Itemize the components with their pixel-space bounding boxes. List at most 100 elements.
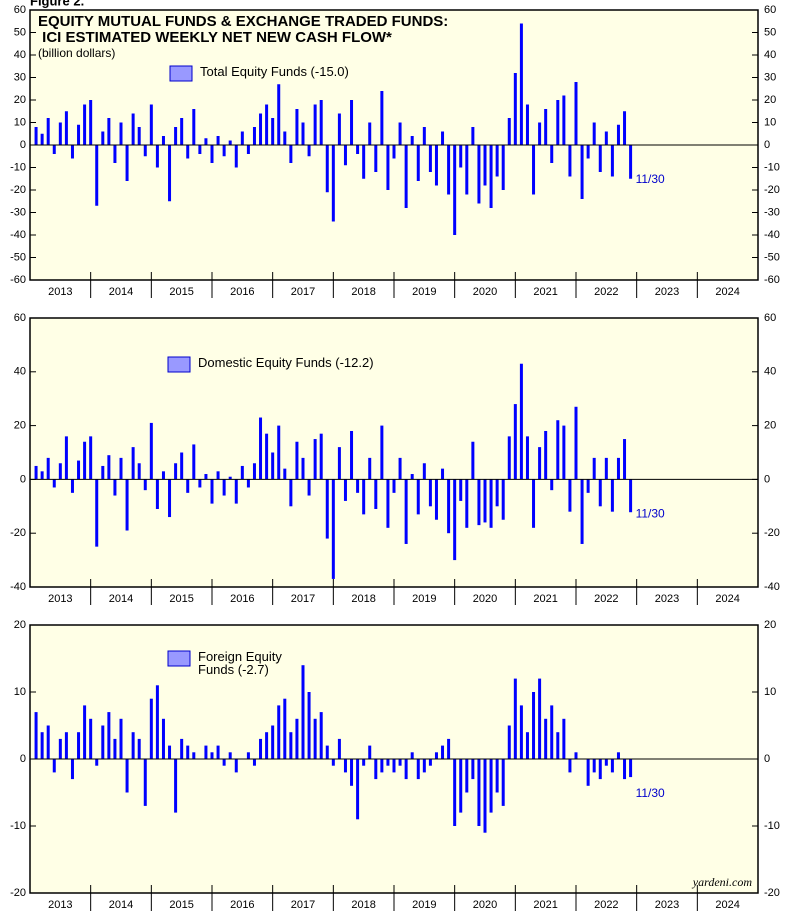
bar	[325, 745, 329, 759]
bar	[70, 479, 74, 493]
y-tick-label: -50	[10, 251, 26, 263]
x-tick-label: 2024	[715, 593, 739, 605]
bar	[83, 705, 87, 759]
bar	[343, 145, 347, 166]
bar	[610, 145, 614, 177]
bar	[64, 436, 68, 480]
bar	[252, 127, 256, 145]
legend-swatch	[167, 356, 191, 373]
bar	[386, 479, 390, 528]
bar	[301, 665, 305, 759]
bar	[204, 138, 208, 145]
bar	[319, 100, 323, 145]
bar	[404, 479, 408, 544]
x-tick-label: 2013	[48, 286, 72, 298]
bar	[604, 759, 608, 766]
bar	[350, 430, 354, 480]
bar	[392, 479, 396, 493]
bar	[507, 725, 511, 759]
bar	[471, 127, 475, 145]
bar	[544, 109, 548, 145]
y-tick-label-right: 50	[764, 26, 776, 38]
bar	[155, 145, 159, 168]
bar	[368, 745, 372, 759]
bar	[210, 479, 214, 504]
x-tick-label: 2018	[351, 899, 375, 911]
bar	[495, 759, 499, 793]
bar	[265, 433, 269, 480]
bar	[204, 745, 208, 759]
bar	[459, 759, 463, 813]
bar	[331, 759, 335, 766]
bar	[95, 759, 99, 766]
bar	[604, 457, 608, 480]
bar	[101, 131, 105, 145]
bar	[350, 759, 354, 786]
bar	[186, 479, 190, 493]
bar	[610, 479, 614, 512]
bar	[629, 759, 633, 778]
bar	[459, 145, 463, 168]
y-tick-label: 10	[14, 686, 26, 698]
bar	[95, 145, 99, 206]
y-tick-label: -60	[10, 274, 26, 286]
bar	[623, 439, 627, 480]
bar	[550, 479, 554, 491]
bar	[234, 145, 238, 168]
bar	[234, 759, 238, 773]
bar	[513, 678, 517, 759]
y-tick-label: 40	[14, 366, 26, 378]
bar	[525, 732, 529, 759]
y-tick-label-right: 60	[764, 4, 776, 16]
bar	[592, 759, 596, 773]
bar	[489, 479, 493, 528]
bar	[246, 752, 250, 759]
bar	[271, 452, 275, 480]
bar	[52, 759, 56, 773]
bar	[204, 474, 208, 480]
bar	[52, 479, 56, 488]
bar	[277, 84, 281, 145]
annotation: 11/30	[636, 786, 665, 800]
bar	[77, 460, 81, 480]
bar	[289, 732, 293, 759]
bar	[568, 759, 572, 773]
bar	[447, 738, 451, 759]
y-tick-label-right: -30	[764, 206, 780, 218]
bar	[58, 463, 62, 480]
bar	[52, 145, 56, 154]
bar	[40, 471, 44, 480]
y-tick-label-right: 60	[764, 312, 776, 324]
bar	[174, 463, 178, 480]
bar	[252, 759, 256, 766]
bar	[252, 463, 256, 480]
bar	[556, 732, 560, 759]
bar	[471, 441, 475, 480]
bar	[356, 145, 360, 154]
bar	[319, 433, 323, 480]
bar	[410, 136, 414, 145]
bar	[428, 759, 432, 766]
bar	[301, 457, 305, 480]
bar	[337, 738, 341, 759]
bar	[616, 124, 620, 145]
bar	[210, 752, 214, 759]
bar	[325, 479, 329, 539]
y-tick-label-right: 30	[764, 71, 776, 83]
bar	[501, 145, 505, 190]
bar	[580, 145, 584, 199]
bar	[143, 145, 147, 157]
x-tick-label: 2021	[533, 593, 557, 605]
bar	[489, 759, 493, 813]
bar	[155, 685, 159, 759]
bar	[119, 457, 123, 480]
x-tick-label: 2021	[533, 286, 557, 298]
y-tick-label-right: -40	[764, 581, 780, 593]
bar	[343, 479, 347, 501]
bar	[313, 718, 317, 759]
bar	[441, 745, 445, 759]
y-tick-label: -40	[10, 581, 26, 593]
bar	[77, 124, 81, 145]
bar	[416, 759, 420, 780]
bar	[101, 465, 105, 480]
